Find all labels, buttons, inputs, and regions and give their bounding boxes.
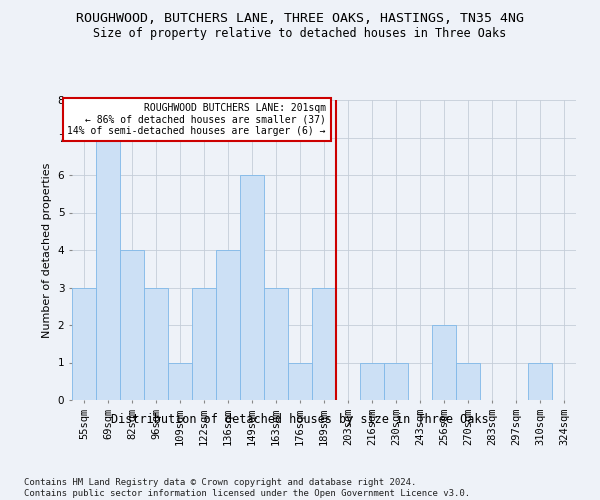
Bar <box>312 288 336 400</box>
Text: ROUGHWOOD, BUTCHERS LANE, THREE OAKS, HASTINGS, TN35 4NG: ROUGHWOOD, BUTCHERS LANE, THREE OAKS, HA… <box>76 12 524 26</box>
Bar <box>264 288 288 400</box>
Bar <box>360 362 384 400</box>
Bar <box>120 250 144 400</box>
Text: Contains HM Land Registry data © Crown copyright and database right 2024.
Contai: Contains HM Land Registry data © Crown c… <box>24 478 470 498</box>
Bar <box>528 362 552 400</box>
Y-axis label: Number of detached properties: Number of detached properties <box>42 162 52 338</box>
Bar <box>456 362 480 400</box>
Bar <box>144 288 168 400</box>
Bar <box>384 362 408 400</box>
Bar <box>216 250 240 400</box>
Bar <box>240 175 264 400</box>
Bar <box>432 325 456 400</box>
Bar <box>96 138 120 400</box>
Bar <box>168 362 192 400</box>
Bar <box>192 288 216 400</box>
Text: Distribution of detached houses by size in Three Oaks: Distribution of detached houses by size … <box>111 412 489 426</box>
Text: ROUGHWOOD BUTCHERS LANE: 201sqm
← 86% of detached houses are smaller (37)
14% of: ROUGHWOOD BUTCHERS LANE: 201sqm ← 86% of… <box>67 103 326 136</box>
Bar <box>72 288 96 400</box>
Text: Size of property relative to detached houses in Three Oaks: Size of property relative to detached ho… <box>94 28 506 40</box>
Bar <box>288 362 312 400</box>
